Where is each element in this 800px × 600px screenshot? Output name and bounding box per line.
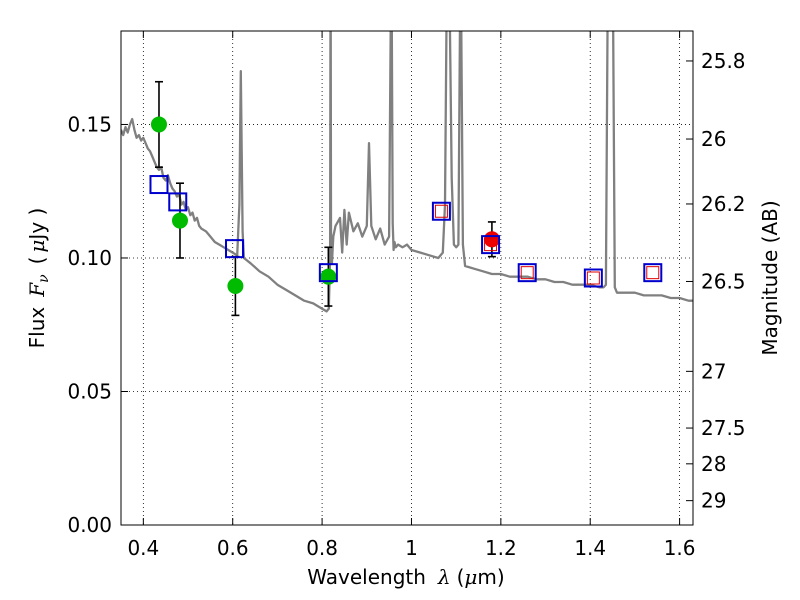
plot-frame: [120, 30, 694, 526]
y-tick-label: 0.10: [67, 246, 112, 270]
model-square: [517, 263, 537, 283]
x-axis-label: Wavelength λ (μm): [307, 565, 504, 589]
model-square: [318, 263, 338, 283]
model-square: [431, 201, 451, 221]
y2-tick-label: 27: [701, 359, 726, 383]
data-point: [483, 231, 500, 248]
x-tick-label: 0.6: [217, 536, 249, 560]
model-square-inner: [646, 266, 660, 280]
model-square: [225, 239, 245, 259]
y-tick-label: 0.15: [67, 112, 112, 136]
model-square: [168, 192, 188, 212]
x-tick-label: 1.4: [574, 536, 606, 560]
y-axis-label: FluxFν(μJy ): [25, 208, 52, 349]
model-square: [149, 175, 169, 195]
series-layer: [121, 31, 693, 317]
model-square: [643, 263, 663, 283]
axis-ticks: 0.4 0.6 0.8 1 1.2 1.4 1.6 0.00 0.05 0.10 0.15 25.8 2…: [67, 31, 746, 560]
model-square-inner: [434, 204, 448, 218]
data-point: [171, 212, 188, 229]
y2-tick-label: 27.5: [701, 416, 746, 440]
x-tick-label: 1.2: [485, 536, 517, 560]
y2-tick-label: 28: [701, 452, 726, 476]
y2-axis-label: Magnitude (AB): [758, 200, 782, 355]
model-square-inner: [484, 238, 498, 252]
model-square: [583, 268, 603, 288]
model-square-inner: [520, 266, 534, 280]
sed-model-line: [121, 31, 693, 313]
y-tick-label: 0.05: [67, 379, 112, 403]
y2-tick-label: 26.5: [701, 269, 746, 293]
model-square: [481, 235, 501, 255]
y-tick-label: 0.00: [67, 513, 112, 537]
model-square-inner: [586, 271, 600, 285]
y2-tick-label: 26: [701, 127, 726, 151]
y2-tick-label: 29: [701, 489, 726, 513]
data-point: [320, 268, 337, 285]
y2-tick-label: 25.8: [701, 49, 746, 73]
x-tick-label: 1: [405, 536, 418, 560]
x-tick-label: 0.8: [306, 536, 338, 560]
y2-tick-label: 26.2: [701, 192, 746, 216]
x-tick-label: 1.6: [664, 536, 696, 560]
data-point: [150, 116, 167, 133]
data-point: [227, 278, 244, 295]
x-tick-label: 0.4: [127, 536, 159, 560]
